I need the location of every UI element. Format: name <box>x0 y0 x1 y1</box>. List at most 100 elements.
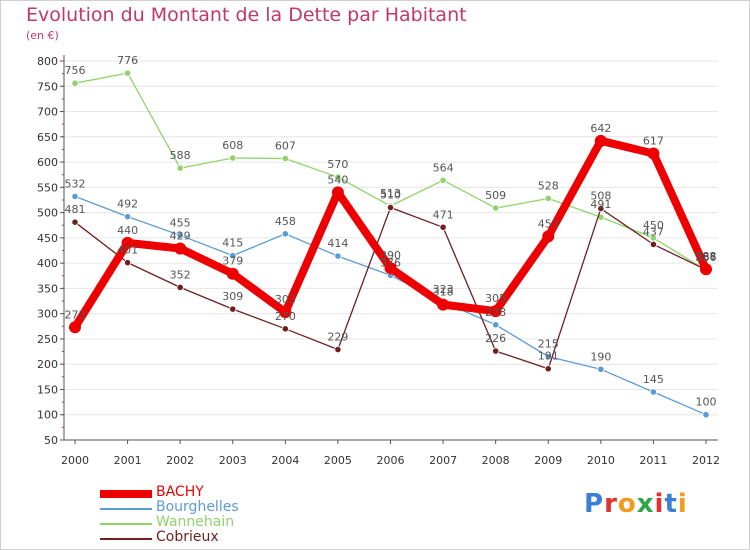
data-point-wannehain <box>176 164 184 172</box>
data-point-bourghelles <box>229 251 237 260</box>
data-label-wannehain: 570 <box>327 158 348 171</box>
data-label-bourghelles: 415 <box>222 237 243 250</box>
y-tick-label: 450 <box>37 232 58 245</box>
data-point-cobrieux <box>544 365 552 373</box>
legend-label: Cobrieux <box>156 529 219 545</box>
data-label-cobrieux: 510 <box>380 189 401 202</box>
data-point-cobrieux <box>334 345 342 354</box>
data-label-cobrieux: 352 <box>170 268 191 281</box>
data-point-bachy <box>279 306 292 319</box>
data-label-wannehain: 528 <box>538 179 559 192</box>
legend-label: Bourghelles <box>156 499 239 515</box>
data-label-wannehain: 564 <box>433 161 454 174</box>
data-point-bourghelles <box>123 213 132 221</box>
data-label-bachy: 318 <box>433 286 454 299</box>
data-label-cobrieux: 508 <box>590 190 611 203</box>
data-point-cobrieux <box>123 259 132 267</box>
legend-label: Wannehain <box>156 514 235 530</box>
x-tick-label: 2012 <box>692 454 720 467</box>
data-point-cobrieux <box>229 305 237 313</box>
data-label-bachy: 440 <box>117 224 138 237</box>
data-label-cobrieux: 191 <box>538 350 559 363</box>
legend-swatch <box>100 523 152 525</box>
data-point-cobrieux <box>281 325 289 333</box>
data-label-wannehain: 509 <box>485 189 506 202</box>
y-tick-label: 300 <box>37 308 58 321</box>
data-label-wannehain: 513 <box>380 187 401 200</box>
data-label-cobrieux: 437 <box>643 225 664 238</box>
data-label-wannehain: 756 <box>65 64 86 77</box>
x-tick-label: 2006 <box>377 454 405 467</box>
y-tick-label: 550 <box>37 181 58 194</box>
data-point-bachy <box>69 321 81 334</box>
data-point-wannehain <box>123 69 132 77</box>
x-tick-label: 2009 <box>534 454 562 467</box>
data-label-cobrieux: 401 <box>117 244 138 257</box>
y-tick-label: 100 <box>37 409 58 422</box>
chart-title: Evolution du Montant de la Dette par Hab… <box>26 4 467 26</box>
y-tick-label: 250 <box>37 333 58 346</box>
data-point-wannehain <box>439 176 447 184</box>
data-point-cobrieux <box>597 204 605 213</box>
data-label-bachy: 390 <box>380 249 401 262</box>
data-label-cobrieux: 229 <box>327 331 348 344</box>
x-tick-label: 2003 <box>219 454 247 467</box>
y-tick-label: 800 <box>37 55 58 68</box>
data-label-bourghelles: 278 <box>485 306 506 319</box>
data-label-cobrieux: 270 <box>275 310 296 323</box>
y-tick-label: 50 <box>44 434 58 447</box>
unit-label: (en €) <box>26 29 59 42</box>
y-tick-label: 650 <box>37 131 58 144</box>
y-tick-label: 400 <box>37 257 58 270</box>
y-tick-label: 350 <box>37 282 58 295</box>
x-tick-label: 2001 <box>114 454 142 467</box>
data-point-wannehain <box>492 204 500 212</box>
data-point-wannehain <box>71 79 79 87</box>
data-label-bourghelles: 492 <box>117 198 138 211</box>
data-point-cobrieux <box>71 218 79 226</box>
data-label-bourghelles: 215 <box>538 338 559 351</box>
data-label-cobrieux: 471 <box>433 208 454 221</box>
data-point-bachy <box>542 230 555 243</box>
y-tick-label: 750 <box>37 80 58 93</box>
data-label-bachy: 273 <box>65 308 86 321</box>
x-tick-label: 2011 <box>639 454 667 467</box>
data-point-bourghelles <box>544 353 552 361</box>
data-point-bachy <box>489 305 502 318</box>
data-point-cobrieux <box>492 347 500 355</box>
legend-swatch <box>100 508 152 510</box>
data-label-cobrieux: 387 <box>696 251 717 264</box>
legend-swatch <box>100 490 152 498</box>
x-tick-label: 2008 <box>482 454 510 467</box>
x-tick-label: 2010 <box>587 454 615 467</box>
data-point-bachy <box>121 236 134 249</box>
data-point-bachy <box>226 267 239 280</box>
data-label-cobrieux: 481 <box>65 203 86 216</box>
data-point-bachy <box>594 134 607 147</box>
y-tick-label: 150 <box>37 383 58 396</box>
legend-swatch <box>100 538 152 540</box>
x-tick-label: 2002 <box>166 454 194 467</box>
data-point-bourghelles <box>334 252 342 260</box>
data-point-wannehain <box>334 173 342 181</box>
legend-label: BACHY <box>156 484 204 500</box>
data-label-bourghelles: 323 <box>433 283 454 296</box>
data-point-bourghelles <box>649 388 658 396</box>
data-point-bourghelles <box>702 411 710 419</box>
data-point-bachy <box>174 242 187 255</box>
data-point-wannehain <box>229 154 237 162</box>
data-label-bachy: 540 <box>327 173 348 186</box>
data-label-wannehain: 608 <box>222 139 243 152</box>
data-point-bachy <box>437 298 450 311</box>
x-tick-label: 2000 <box>61 454 89 467</box>
data-label-bourghelles: 458 <box>275 215 296 228</box>
data-point-bourghelles <box>71 192 79 201</box>
data-label-bourghelles: 455 <box>170 216 191 229</box>
y-tick-label: 500 <box>37 207 58 220</box>
data-label-bachy: 617 <box>643 134 664 147</box>
data-point-cobrieux <box>439 223 447 231</box>
data-label-bourghelles: 532 <box>65 177 86 190</box>
data-label-wannehain: 776 <box>117 54 138 67</box>
data-label-bourghelles: 190 <box>590 350 611 363</box>
